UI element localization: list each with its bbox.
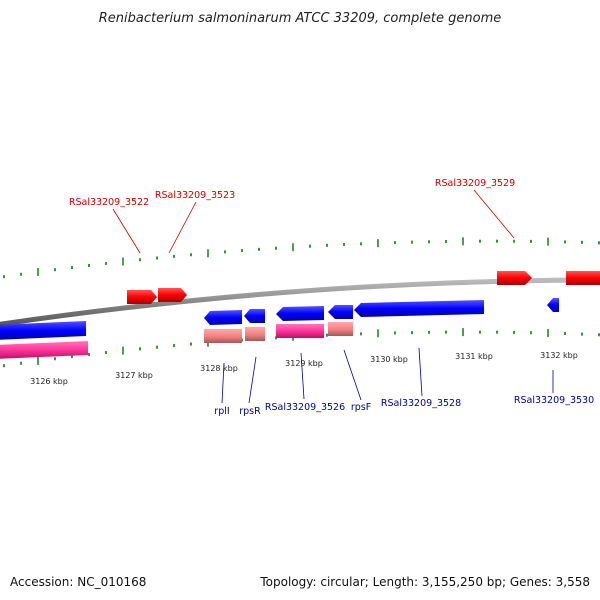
gene-label-reverse[interactable]: RSal33209_3526 [265, 402, 345, 413]
gene-label-reverse[interactable]: RSal33209_3530 [514, 395, 594, 406]
feature-block[interactable] [204, 329, 242, 343]
leader-line [221, 362, 225, 404]
gene-arrow-forward[interactable] [158, 288, 187, 302]
gene-label-reverse[interactable]: rpsF [351, 402, 371, 413]
accession-text: Accession: NC_010168 [10, 575, 146, 589]
gene-arrow-reverse[interactable] [354, 300, 484, 317]
feature-track [0, 322, 353, 359]
forward-tick-track [3, 237, 600, 279]
gene-label-forward[interactable]: RSal33209_3523 [155, 190, 235, 201]
leader-line [418, 347, 423, 397]
tick-label: 3132 kbp [540, 351, 578, 360]
leader-line [473, 189, 515, 239]
leader-line [248, 356, 257, 404]
gene-arrow-reverse[interactable] [276, 306, 324, 321]
gene-arrow-reverse[interactable] [547, 298, 559, 312]
gene-arrow-reverse[interactable] [328, 305, 353, 319]
gene-label-reverse[interactable]: RSal33209_3528 [381, 398, 461, 409]
gene-label-forward[interactable]: RSal33209_3522 [69, 197, 149, 208]
feature-block[interactable] [276, 324, 324, 338]
tick-label: 3127 kbp [115, 371, 153, 380]
gene-label-forward[interactable]: RSal33209_3529 [435, 178, 515, 189]
genome-summary-text: Topology: circular; Length: 3,155,250 bp… [259, 575, 590, 589]
gene-arrow-forward[interactable] [497, 271, 532, 285]
gene-label-reverse[interactable]: rplI [214, 406, 229, 417]
feature-partial[interactable] [0, 341, 88, 359]
tick-label: 3129 kbp [285, 359, 323, 368]
gene-arrow-reverse[interactable] [244, 309, 265, 323]
tick-label: 3130 kbp [370, 355, 408, 364]
gene-arrow-forward[interactable] [127, 290, 157, 304]
forward-genes [127, 271, 600, 304]
leader-line [300, 352, 305, 400]
label-leaders [112, 189, 554, 404]
gene-arrow-reverse[interactable] [204, 310, 242, 325]
tick-label: 3128 kbp [200, 364, 238, 373]
leader-line [168, 201, 197, 254]
gene-forward-partial[interactable] [566, 271, 600, 285]
tick-label: 3131 kbp [455, 352, 493, 361]
feature-block[interactable] [328, 322, 353, 336]
map-title: Renibacterium salmoninarum ATCC 33209, c… [99, 11, 502, 26]
feature-block[interactable] [245, 327, 265, 341]
gene-labels: RSal33209_3522 RSal33209_3523 RSal33209_… [69, 178, 594, 417]
gene-reverse-partial[interactable] [0, 321, 86, 340]
reverse-genes [0, 298, 559, 340]
tick-labels: 3126 kbp 3127 kbp 3128 kbp 3129 kbp 3130… [30, 351, 578, 386]
gene-label-reverse[interactable]: rpsR [239, 406, 261, 417]
leader-line [112, 208, 141, 254]
leader-line [343, 349, 362, 401]
tick-label: 3126 kbp [30, 377, 68, 386]
